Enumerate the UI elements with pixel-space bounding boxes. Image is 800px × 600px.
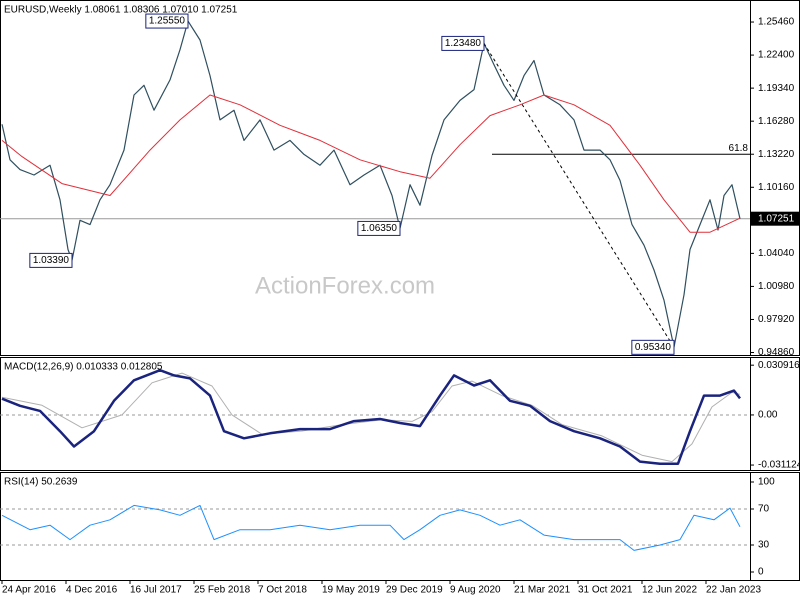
y-tick-label: 0.97920 (758, 314, 795, 325)
series-line (1, 20, 741, 348)
x-tick-label: 24 Apr 2016 (2, 585, 56, 596)
panel-title: RSI(14) 50.2639 (4, 477, 78, 488)
annotation-label: 1.23480 (445, 38, 482, 49)
panel-title: MACD(12,26,9) 0.010333 0.012805 (4, 362, 163, 373)
x-tick-label: 12 Jun 2022 (642, 585, 697, 596)
fib-label: 61.8 (729, 143, 749, 154)
annotation-box (441, 35, 485, 51)
watermark: ActionForex.com (255, 272, 435, 299)
last-price-box (751, 211, 799, 226)
y-tick-label: 1.16280 (758, 116, 795, 127)
annotation-label: 1.06350 (361, 223, 398, 234)
y-tick-label: 1.25460 (758, 17, 795, 28)
annotation-label: 0.95340 (635, 342, 672, 353)
x-tick-label: 9 Aug 2020 (450, 585, 501, 596)
y-tick-label: 0 (758, 567, 764, 578)
annotation-box (29, 252, 73, 268)
x-tick-label: 29 Dec 2019 (386, 585, 443, 596)
series-line (1, 504, 741, 551)
y-tick-label: 0.030916 (758, 360, 800, 371)
y-tick-label: 1.22400 (758, 50, 795, 61)
annotation-label: 1.25550 (149, 16, 186, 27)
series-line (1, 94, 741, 233)
x-tick-label: 25 Feb 2018 (194, 585, 251, 596)
y-tick-label: 100 (758, 477, 775, 488)
series-line (1, 368, 741, 465)
y-tick-label: 0.00 (758, 410, 778, 421)
x-tick-label: 4 Dec 2016 (66, 585, 118, 596)
x-tick-label: 16 Jul 2017 (130, 585, 182, 596)
x-tick-label: 21 Mar 2021 (514, 585, 571, 596)
x-tick-label: 19 May 2019 (322, 585, 380, 596)
y-tick-label: 70 (758, 504, 770, 515)
y-tick-label: 0.94860 (758, 347, 795, 358)
x-tick-label: 31 Oct 2021 (578, 585, 633, 596)
annotation-label: 1.03390 (33, 255, 70, 266)
y-tick-label: 1.04040 (758, 248, 795, 259)
y-tick-label: 1.19340 (758, 83, 795, 94)
annotation-box (631, 339, 675, 355)
last-price-label: 1.07251 (758, 213, 795, 224)
y-tick-label: 30 (758, 540, 770, 551)
y-tick-label: 1.00980 (758, 281, 795, 292)
annotation-box (145, 13, 189, 29)
y-tick-label: 1.13220 (758, 149, 795, 160)
series-line (1, 372, 741, 463)
y-tick-label: -0.031124 (758, 460, 800, 471)
y-tick-label: 1.10160 (758, 182, 795, 193)
annotation-box (357, 220, 401, 236)
x-tick-label: 7 Oct 2018 (258, 585, 307, 596)
x-tick-label: 22 Jan 2023 (706, 585, 761, 596)
panel-title: EURUSD,Weekly 1.08061 1.08306 1.07010 1.… (4, 5, 238, 16)
